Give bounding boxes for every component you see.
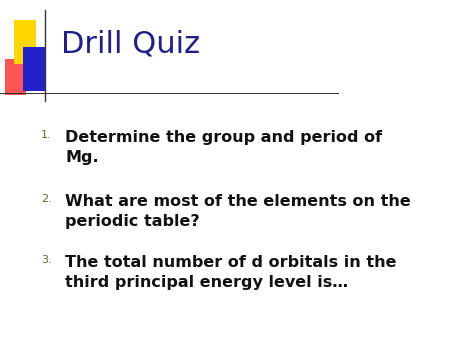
FancyBboxPatch shape [23, 47, 45, 91]
Text: The total number of d orbitals in the
third principal energy level is…: The total number of d orbitals in the th… [65, 255, 397, 290]
Text: What are most of the elements on the
periodic table?: What are most of the elements on the per… [65, 194, 411, 229]
Text: 2.: 2. [41, 194, 52, 204]
FancyBboxPatch shape [14, 20, 36, 64]
FancyBboxPatch shape [4, 59, 26, 95]
Text: 3.: 3. [41, 255, 52, 265]
Text: Determine the group and period of
Mg.: Determine the group and period of Mg. [65, 130, 382, 165]
Text: 1.: 1. [41, 130, 52, 140]
Text: Drill Quiz: Drill Quiz [61, 29, 200, 58]
